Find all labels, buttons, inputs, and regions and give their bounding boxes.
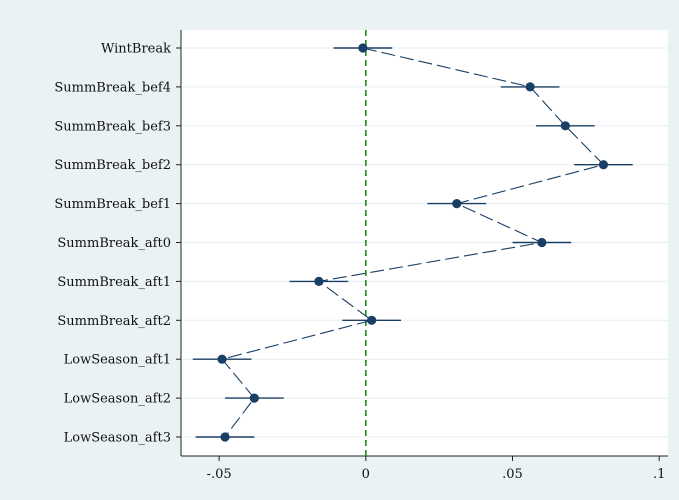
axis-layer [176, 30, 668, 461]
y-tick-label: LowSeason_aft1 [64, 353, 171, 368]
x-tick-label: .05 [502, 467, 523, 482]
coefficient-point [358, 43, 368, 53]
coefficient-point [217, 354, 227, 364]
y-tick-label: SummBreak_bef4 [54, 80, 171, 95]
x-tick-label: -.05 [207, 467, 232, 482]
x-tick-label: .1 [653, 467, 665, 482]
y-tick-label: WintBreak [101, 42, 171, 57]
y-tick-labels: WintBreak SummBreak_bef4 SummBreak_bef3 Sum… [54, 42, 171, 446]
coefficient-point [367, 315, 377, 325]
coefficient-point [560, 121, 570, 131]
coefficient-point [220, 432, 230, 442]
x-tick-label: 0 [362, 467, 370, 482]
y-tick-label: SummBreak_aft0 [57, 236, 171, 251]
y-tick-label: SummBreak_aft2 [57, 314, 171, 329]
y-tick-label: SummBreak_bef3 [54, 119, 171, 134]
coefficient-point [452, 199, 462, 209]
y-tick-label: LowSeason_aft3 [64, 431, 171, 446]
y-tick-label: SummBreak_bef1 [54, 197, 171, 212]
y-tick-label: SummBreak_bef2 [54, 158, 171, 173]
coefficient-point [525, 82, 535, 92]
y-tick-label: SummBreak_aft1 [57, 275, 171, 290]
point-layer [217, 43, 609, 442]
coefficient-point [537, 237, 547, 248]
coefficient-point [598, 160, 609, 170]
x-tick-labels: -.05 0 .05 .1 [207, 467, 666, 482]
coefficient-point [314, 276, 324, 286]
coefficient-point [249, 393, 259, 403]
y-tick-label: LowSeason_aft2 [64, 392, 171, 407]
